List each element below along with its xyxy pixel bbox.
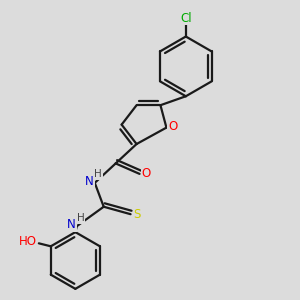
Text: O: O — [142, 167, 151, 180]
Text: O: O — [168, 120, 178, 133]
Text: H: H — [94, 169, 102, 179]
Text: N: N — [85, 175, 94, 188]
Text: S: S — [134, 208, 141, 221]
Text: HO: HO — [19, 235, 37, 248]
Text: N: N — [67, 218, 76, 231]
Text: H: H — [76, 213, 84, 223]
Text: Cl: Cl — [180, 11, 192, 25]
